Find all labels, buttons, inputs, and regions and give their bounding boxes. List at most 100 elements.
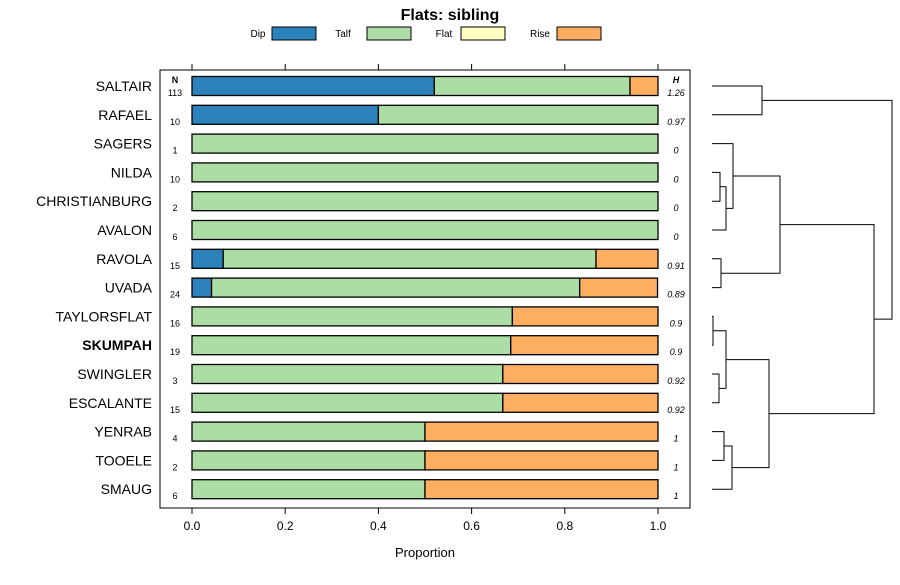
legend-label-dip: Dip [250, 29, 265, 40]
row-label: SALTAIR [96, 78, 152, 94]
n-value: 15 [170, 405, 180, 415]
legend-swatch-rise [556, 26, 602, 41]
n-value: 19 [170, 347, 180, 357]
bar-segment-dip [191, 277, 213, 298]
legend-swatch-flat [460, 26, 506, 41]
row-label: ESCALANTE [69, 395, 152, 411]
row-label: SWINGLER [77, 366, 152, 382]
n-value: 4 [172, 434, 177, 444]
dendrogram-branch [712, 258, 722, 289]
bar-segment-dip [191, 104, 380, 125]
row-label: TAYLORSFLAT [56, 308, 153, 324]
row-label: RAFAEL [98, 107, 152, 123]
bar-segment-rise [595, 248, 659, 269]
x-axis-title: Proportion [395, 545, 455, 560]
bar-segment-rise [424, 450, 659, 471]
h-value: 0.92 [667, 405, 685, 415]
bar-segment-talf [191, 421, 426, 442]
bar-segment-rise [579, 277, 659, 298]
n-value: 10 [170, 117, 180, 127]
bar-segment-rise [424, 479, 659, 500]
dendrogram-branch [762, 99, 893, 320]
bar-segment-talf [191, 219, 659, 241]
bar-segment-talf [191, 392, 504, 413]
bar-segment-talf [191, 162, 659, 183]
legend: Dip Talf Flat Rise [250, 26, 602, 41]
n-value: 2 [172, 203, 177, 213]
n-value: 1 [172, 146, 177, 156]
h-value: 0 [673, 174, 678, 184]
dendrogram-branch [712, 431, 725, 461]
x-tick-label: 1.0 [650, 519, 667, 533]
h-value: 1 [673, 434, 678, 444]
h-value: 0 [673, 203, 678, 213]
legend-label-flat: Flat [436, 29, 453, 40]
bar-segment-talf [191, 479, 426, 500]
plot-frame [159, 69, 691, 509]
h-value: 0.91 [667, 261, 685, 271]
bar-segment-rise [424, 421, 659, 442]
dendrogram-branch [712, 445, 733, 490]
h-value: 0 [673, 146, 678, 156]
h-header: H [673, 75, 680, 85]
x-tick-label: 0.4 [370, 519, 387, 533]
h-value: 1 [673, 462, 678, 472]
bar-segment-talf [433, 75, 631, 97]
bars-group [191, 75, 659, 500]
n-value: 3 [172, 376, 177, 386]
h-value: 0 [673, 232, 678, 242]
h-value: 0.89 [667, 290, 685, 300]
h-value: 0.9 [670, 347, 683, 357]
dendrogram-branch [721, 175, 781, 274]
bar-segment-talf [191, 335, 512, 356]
dendrogram-branch [712, 143, 734, 209]
dendrogram-branch [712, 171, 721, 202]
n-header: N [172, 75, 179, 85]
n-value: 6 [172, 491, 177, 501]
row-label: AVALON [97, 222, 152, 238]
bar-segment-talf [191, 191, 659, 212]
row-label: CHRISTIANBURG [36, 193, 152, 209]
dendrogram-branch [712, 85, 763, 116]
row-label: UVADA [105, 280, 153, 296]
n-value: 2 [172, 462, 177, 472]
legend-label-talf: Talf [335, 29, 351, 40]
n-value: 15 [170, 261, 180, 271]
row-label: NILDA [111, 164, 153, 180]
chart-title: Flats: sibling [401, 7, 500, 24]
row-label: SMAUG [101, 481, 152, 497]
x-axis: 0.0 0.2 0.4 0.6 0.8 1.0 [184, 64, 667, 533]
h-value: 1.26 [667, 88, 685, 98]
legend-swatch-dip [271, 26, 317, 41]
bar-segment-talf [222, 248, 597, 269]
h-value: 0.92 [667, 376, 685, 386]
bar-segment-talf [210, 277, 581, 298]
x-tick-label: 0.0 [184, 519, 201, 533]
dendrogram-branch [712, 315, 714, 346]
n-value: 6 [172, 232, 177, 242]
x-tick-label: 0.6 [463, 519, 480, 533]
bar-segment-talf [191, 450, 426, 471]
n-value: 113 [168, 88, 182, 98]
x-tick-label: 0.2 [277, 519, 294, 533]
legend-label-rise: Rise [530, 29, 550, 40]
bar-segment-rise [510, 335, 659, 356]
bar-segment-talf [191, 363, 504, 385]
h-value: 1 [673, 491, 678, 501]
bar-segment-talf [191, 306, 514, 327]
h-value: 0.9 [670, 318, 683, 328]
bar-segment-talf [191, 133, 659, 154]
row-label: SKUMPAH [82, 337, 152, 353]
row-label: TOOELE [95, 452, 152, 468]
dendrogram [712, 85, 893, 490]
x-tick-label: 0.8 [556, 519, 573, 533]
h-value: 0.97 [667, 117, 686, 127]
bar-segment-rise [502, 392, 659, 413]
n-value: 16 [170, 318, 180, 328]
row-label: SAGERS [94, 136, 152, 152]
dendrogram-branch [712, 186, 727, 231]
bar-segment-dip [191, 75, 435, 97]
